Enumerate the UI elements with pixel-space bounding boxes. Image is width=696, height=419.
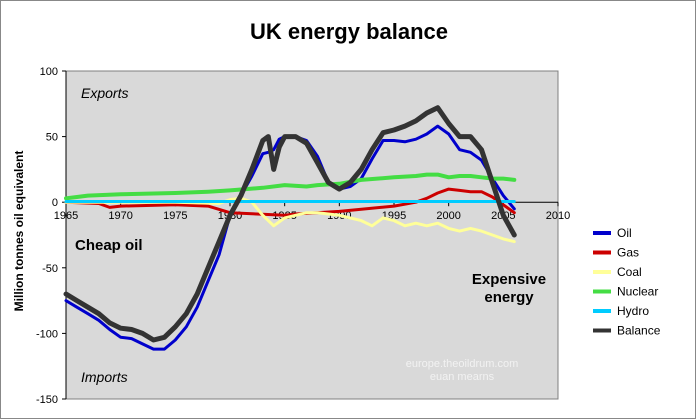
y-tick-label: -50 [42, 263, 58, 275]
series-lines [63, 105, 517, 351]
y-tick-label: 0 [52, 197, 58, 209]
legend-label-hydro: Hydro [617, 304, 649, 318]
exports-annotation: Exports [81, 85, 128, 101]
legend-label-balance: Balance [617, 324, 661, 338]
x-tick-label: 1975 [163, 210, 187, 222]
watermark-line1: europe.theoildrum.com [406, 358, 519, 370]
series-line-balance [63, 105, 517, 343]
legend: Oil Gas Coal Nuclear Hydro Balance [593, 226, 661, 338]
x-tick-label: 2010 [546, 210, 570, 222]
expensive-energy-line2: energy [484, 289, 534, 306]
watermark-line2: euan mearns [430, 371, 495, 383]
legend-label-gas: Gas [617, 246, 639, 260]
chart-title: UK energy balance [250, 19, 448, 44]
imports-annotation: Imports [81, 369, 128, 385]
expensive-energy-line1: Expensive [472, 271, 546, 288]
legend-label-coal: Coal [617, 265, 642, 279]
y-axis: 100 50 0 -50 -100 -150 [36, 66, 67, 406]
y-tick-label: -100 [36, 328, 58, 340]
y-tick-label: 50 [46, 132, 58, 144]
cheap-oil-annotation: Cheap oil [75, 237, 143, 254]
legend-label-nuclear: Nuclear [617, 285, 658, 299]
y-axis-label: Million tonnes oil equivalent [12, 151, 26, 312]
legend-label-oil: Oil [617, 226, 632, 240]
y-tick-label: -150 [36, 394, 58, 406]
y-tick-label: 100 [40, 66, 58, 78]
x-tick-label: 2000 [436, 210, 460, 222]
series-line-gas [64, 187, 516, 217]
plot-area [65, 70, 559, 400]
x-tick-label: 1970 [108, 210, 132, 222]
x-tick-label: 1965 [54, 210, 78, 222]
